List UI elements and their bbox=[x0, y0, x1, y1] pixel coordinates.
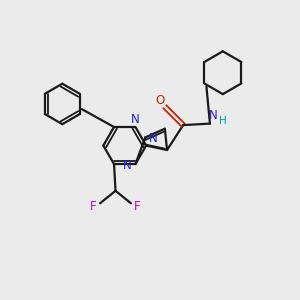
Text: F: F bbox=[134, 200, 141, 213]
Text: N: N bbox=[208, 109, 217, 122]
Text: N: N bbox=[123, 159, 132, 172]
Text: N: N bbox=[131, 113, 140, 126]
Text: O: O bbox=[156, 94, 165, 106]
Text: H: H bbox=[218, 116, 226, 126]
Text: F: F bbox=[90, 200, 97, 213]
Text: N: N bbox=[149, 132, 158, 146]
